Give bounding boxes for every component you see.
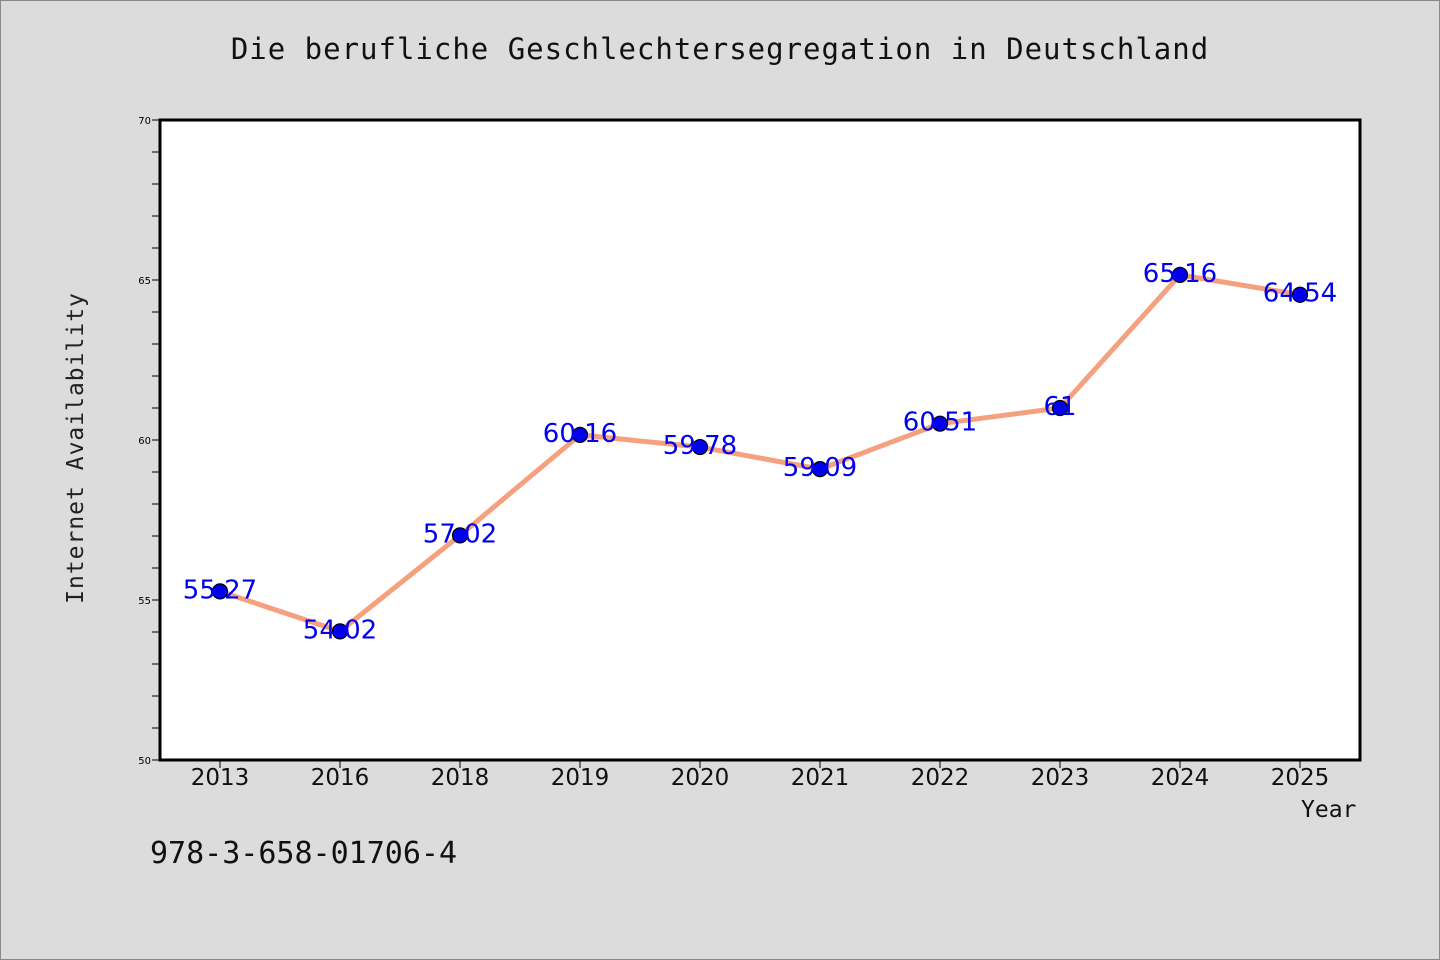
data-label: 65.16 bbox=[1143, 259, 1217, 289]
y-axis: 50 55 60 65 70 bbox=[138, 116, 160, 767]
data-label: 61 bbox=[1043, 392, 1076, 422]
data-point bbox=[1051, 399, 1069, 417]
data-point bbox=[571, 426, 589, 443]
y-tick-label: 50 bbox=[138, 756, 151, 767]
data-label: 59.09 bbox=[783, 453, 857, 483]
data-label: 54.02 bbox=[303, 615, 377, 645]
y-tick-label: 60 bbox=[138, 436, 151, 447]
chart-title: Die berufliche Geschlechtersegregation i… bbox=[230, 32, 1210, 66]
x-tick-label: 2022 bbox=[911, 765, 970, 791]
data-label: 60.16 bbox=[543, 419, 617, 449]
y-tick-label: 55 bbox=[138, 596, 151, 607]
data-point bbox=[331, 623, 349, 640]
x-tick-label: 2018 bbox=[431, 765, 490, 791]
x-tick-label: 2025 bbox=[1271, 765, 1330, 791]
data-label: 59.78 bbox=[663, 431, 737, 461]
plot-area bbox=[158, 118, 1362, 762]
x-axis-label: Year bbox=[1301, 797, 1357, 823]
x-tick-label: 2021 bbox=[791, 765, 850, 791]
x-tick-label: 2023 bbox=[1031, 765, 1090, 791]
x-tick-label: 2013 bbox=[191, 765, 250, 791]
series-line bbox=[217, 272, 1303, 634]
data-point bbox=[1171, 266, 1189, 283]
data-point bbox=[211, 583, 229, 600]
data-point bbox=[931, 415, 949, 432]
y-tick-label: 70 bbox=[138, 116, 151, 127]
series-lines bbox=[217, 272, 1303, 634]
data-point bbox=[811, 461, 829, 478]
data-label: 64.54 bbox=[1263, 279, 1337, 309]
x-tick-label: 2020 bbox=[671, 765, 730, 791]
y-tick-label: 65 bbox=[138, 276, 151, 287]
y-axis-label: Internet Availability bbox=[63, 292, 89, 604]
data-point bbox=[691, 438, 709, 456]
x-tick-label: 2016 bbox=[311, 765, 370, 791]
series-points bbox=[211, 266, 1309, 640]
data-label: 60.51 bbox=[903, 408, 977, 438]
data-point bbox=[1291, 286, 1309, 303]
data-point bbox=[451, 527, 469, 544]
series-data-labels: 55.27 54.02 57.02 60.16 59.78 59.09 60.51 61 65.… bbox=[183, 259, 1337, 645]
data-label: 57.02 bbox=[423, 519, 497, 549]
x-tick-label: 2019 bbox=[551, 765, 610, 791]
isbn-footnote: 978-3-658-01706-4 bbox=[150, 836, 458, 871]
x-tick-label: 2024 bbox=[1151, 765, 1210, 791]
x-axis: 2013 2016 2018 2019 2020 2021 2022 2023 2024 2025 bbox=[191, 760, 1330, 791]
data-label: 55.27 bbox=[183, 575, 257, 605]
